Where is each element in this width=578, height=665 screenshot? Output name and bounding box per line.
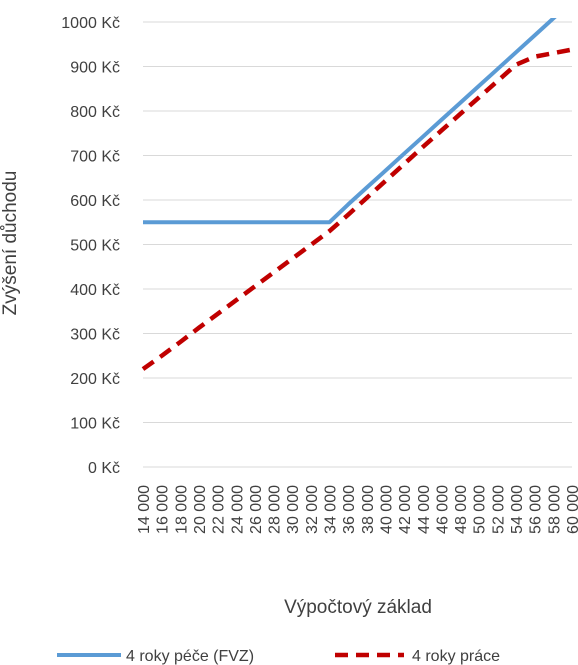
y-tick-label: 300 Kč bbox=[70, 327, 120, 344]
x-axis-ticks: 14 000 16 000 18 000 20 000 22 000 24 000 26 0… bbox=[136, 485, 578, 534]
x-tick-label: 44 000 bbox=[416, 485, 433, 534]
x-tick-label: 38 000 bbox=[360, 485, 377, 534]
x-tick-label: 52 000 bbox=[490, 485, 507, 534]
series-lines bbox=[141, 18, 573, 371]
x-tick-label: 34 000 bbox=[323, 485, 340, 534]
gridlines bbox=[143, 21, 572, 468]
x-axis-title: Výpočtový základ bbox=[284, 597, 432, 618]
x-tick-label: 20 000 bbox=[192, 485, 209, 534]
y-tick-label: 0 Kč bbox=[88, 460, 120, 477]
y-tick-label: 700 Kč bbox=[70, 149, 120, 166]
y-tick-label: 800 Kč bbox=[70, 104, 120, 121]
y-axis-title: Zvýšení důchodu bbox=[0, 171, 21, 316]
y-axis-ticks: 0 Kč 100 Kč 200 Kč 300 Kč 400 Kč 500 Kč 600 Kč… bbox=[61, 15, 120, 477]
x-tick-label: 14 000 bbox=[136, 485, 153, 534]
x-tick-label: 32 000 bbox=[304, 485, 321, 534]
x-tick-label: 56 000 bbox=[528, 485, 545, 534]
legend-label-2: 4 roky práce bbox=[412, 648, 500, 665]
x-tick-label: 30 000 bbox=[285, 485, 302, 534]
x-tick-label: 18 000 bbox=[173, 485, 190, 534]
y-tick-label: 900 Kč bbox=[70, 60, 120, 77]
x-tick-label: 54 000 bbox=[509, 485, 526, 534]
y-tick-label: 500 Kč bbox=[70, 238, 120, 255]
x-tick-label: 42 000 bbox=[397, 485, 414, 534]
x-tick-label: 16 000 bbox=[155, 485, 172, 534]
x-tick-label: 24 000 bbox=[229, 485, 246, 534]
x-tick-label: 58 000 bbox=[546, 485, 563, 534]
y-tick-label: 600 Kč bbox=[70, 193, 120, 210]
legend-label-1: 4 roky péče (FVZ) bbox=[126, 648, 254, 665]
x-tick-label: 40 000 bbox=[378, 485, 395, 534]
legend: 4 roky péče (FVZ) 4 roky práce bbox=[57, 648, 500, 665]
x-tick-label: 50 000 bbox=[472, 485, 489, 534]
x-tick-label: 48 000 bbox=[453, 485, 470, 534]
x-tick-label: 60 000 bbox=[565, 485, 578, 534]
series-line-1 bbox=[143, 18, 557, 225]
y-tick-label: 400 Kč bbox=[70, 282, 120, 299]
x-tick-label: 46 000 bbox=[434, 485, 451, 534]
x-tick-label: 26 000 bbox=[248, 485, 265, 534]
series-line-2 bbox=[141, 47, 573, 371]
y-tick-label: 100 Kč bbox=[70, 416, 120, 433]
x-tick-label: 36 000 bbox=[341, 485, 358, 534]
x-tick-label: 22 000 bbox=[211, 485, 228, 534]
x-tick-label: 28 000 bbox=[267, 485, 284, 534]
y-tick-label: 1000 Kč bbox=[61, 15, 120, 32]
y-tick-label: 200 Kč bbox=[70, 371, 120, 388]
